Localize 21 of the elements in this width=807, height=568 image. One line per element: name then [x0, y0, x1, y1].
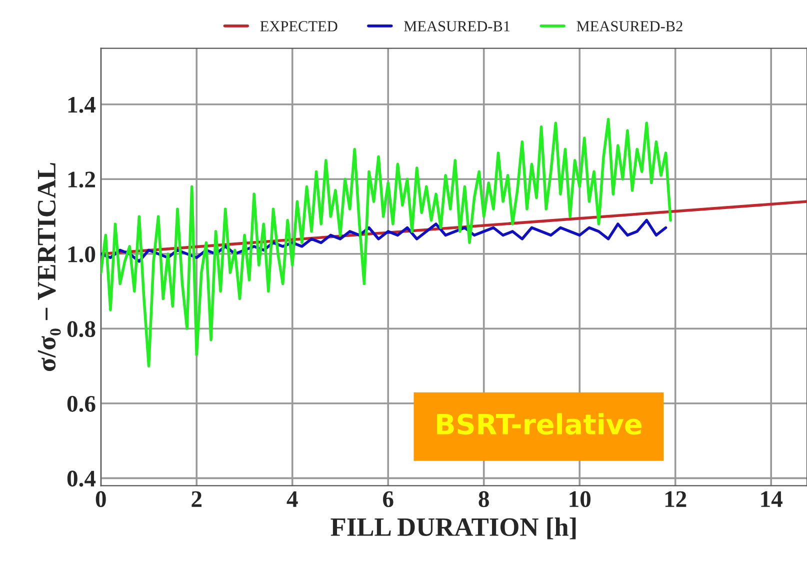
x-tick-label: 10: [570, 491, 591, 508]
x-tick-label: 6: [383, 491, 394, 508]
legend-label: MEASURED-B2: [576, 21, 682, 32]
legend-label: MEASURED-B1: [404, 21, 510, 32]
x-axis-title: FILL DURATION [h]: [330, 517, 576, 540]
y-tick-label: 0.4: [67, 470, 96, 487]
y-tick-label: 1.4: [68, 96, 96, 113]
y-axis-title: σ/σ₀ − VERTICAL: [38, 163, 61, 372]
x-tick-label: 2: [192, 491, 202, 507]
x-tick-label: 0: [96, 491, 106, 508]
y-tick-label: 0.6: [67, 396, 96, 412]
annotation: BSRT-relative: [437, 413, 642, 435]
y-tick-label: 1.0: [68, 246, 96, 262]
legend-label: EXPECTED: [260, 21, 338, 32]
y-tick-label: 0.8: [67, 321, 96, 338]
x-tick-label: 14: [761, 491, 782, 507]
y-tick-label: 1.2: [68, 172, 95, 188]
line-series: [100, 118, 672, 368]
x-tick-label: 8: [478, 491, 489, 508]
x-tick-label: 4: [286, 491, 298, 507]
x-tick-label: 12: [665, 491, 686, 507]
